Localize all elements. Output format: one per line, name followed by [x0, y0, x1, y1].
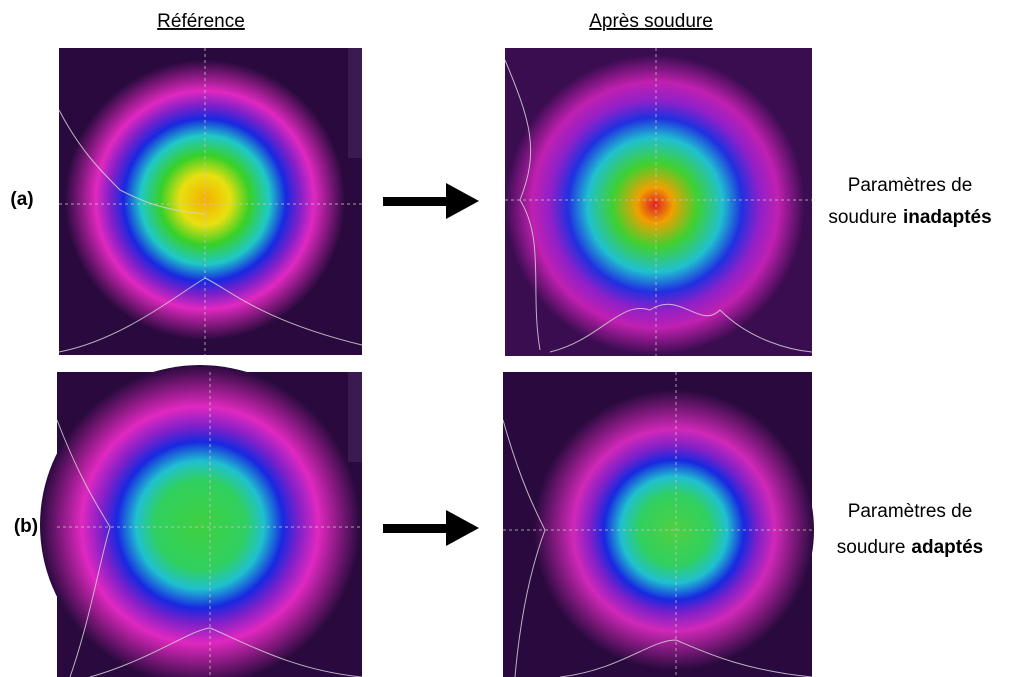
beam-image	[504, 48, 813, 356]
caption-line: soudure adaptés	[837, 537, 983, 558]
caption-text: soudure	[828, 207, 897, 228]
beam-image	[502, 372, 814, 677]
arrow	[383, 510, 479, 546]
row-label: (a)	[10, 189, 33, 210]
caption-line: Paramètres de	[848, 501, 973, 522]
caption-line: soudure inadaptés	[828, 207, 991, 228]
caption-bold: inadaptés	[903, 207, 992, 228]
row-label: (b)	[14, 516, 38, 537]
caption-line: Paramètres de	[848, 175, 973, 196]
beam-image	[40, 365, 363, 677]
caption-bold: adaptés	[911, 537, 983, 558]
beam-image	[58, 48, 363, 355]
column-header: Après soudure	[589, 11, 713, 32]
caption-text: soudure	[837, 537, 906, 558]
arrow	[383, 183, 479, 219]
column-header: Référence	[157, 11, 245, 32]
